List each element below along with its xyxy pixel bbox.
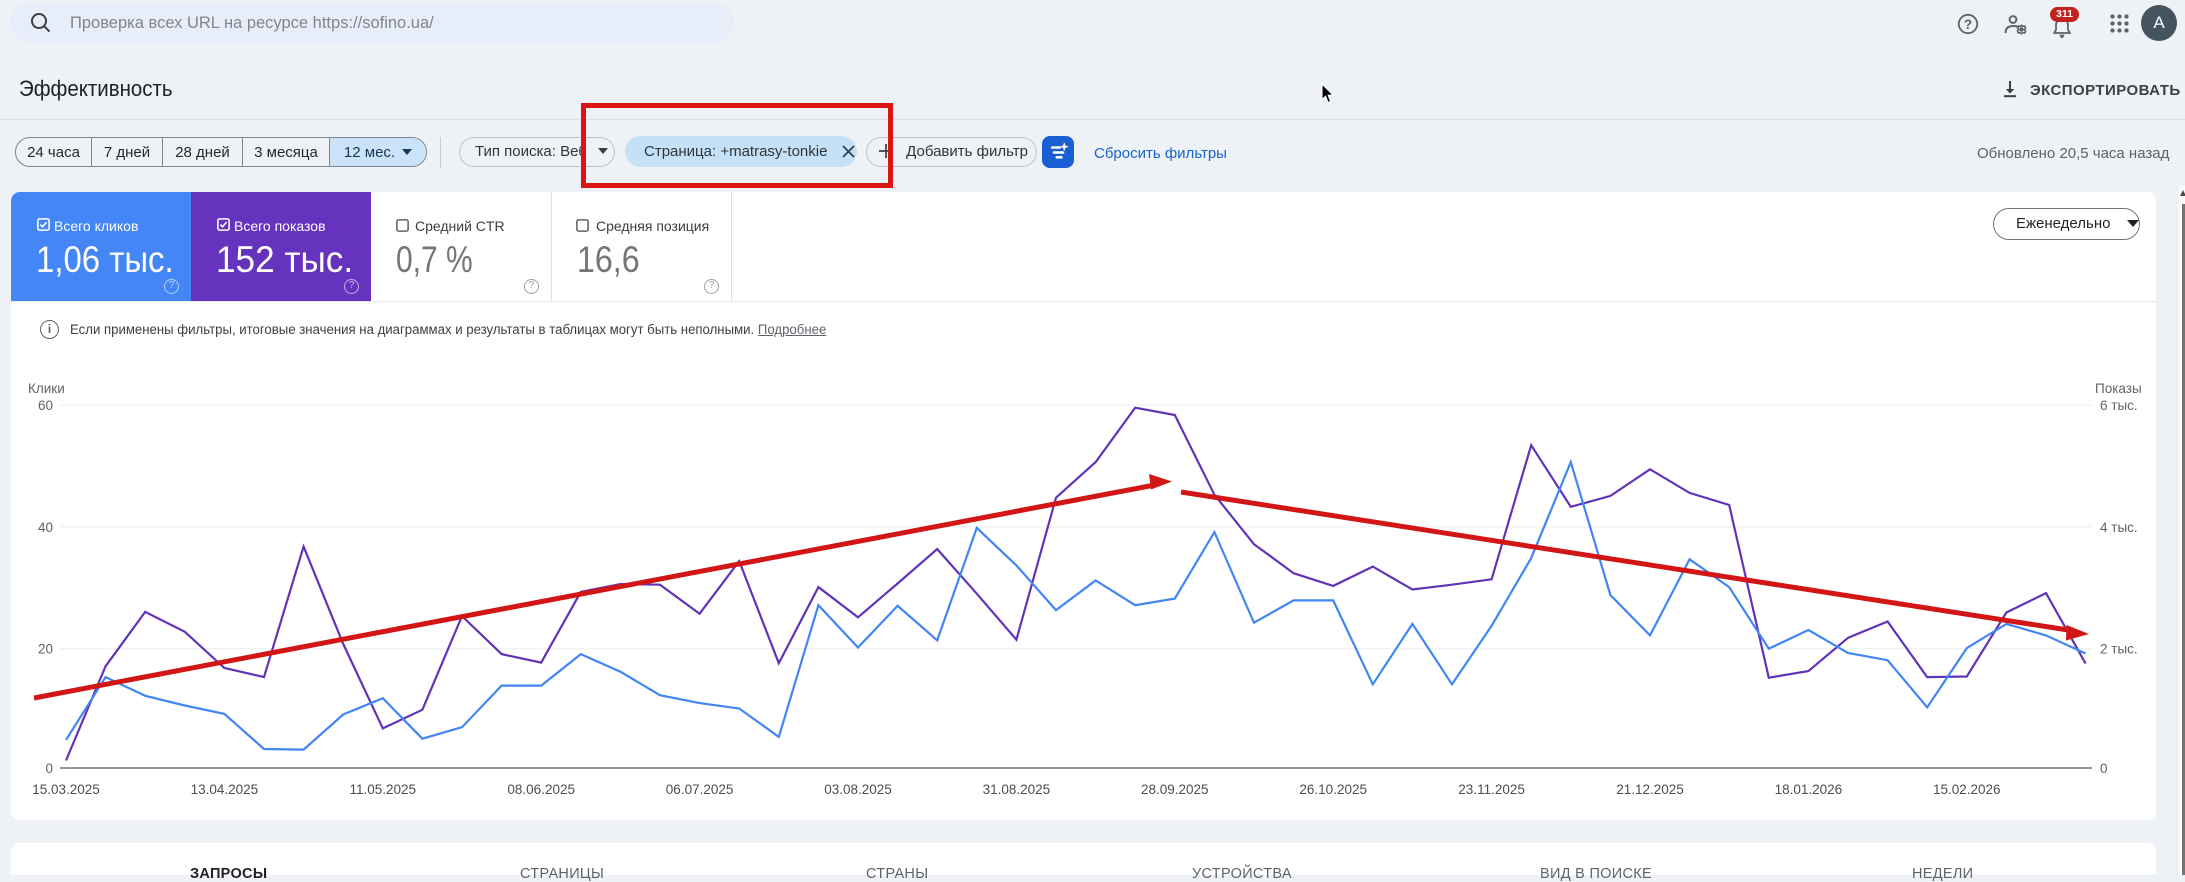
svg-text:11.05.2025: 11.05.2025	[350, 782, 417, 797]
svg-text:26.10.2025: 26.10.2025	[1299, 782, 1367, 797]
svg-text:18.01.2026: 18.01.2026	[1775, 782, 1843, 797]
svg-text:23.11.2025: 23.11.2025	[1458, 782, 1525, 797]
svg-text:Показы: Показы	[2095, 381, 2142, 396]
svg-text:31.08.2025: 31.08.2025	[983, 782, 1051, 797]
svg-text:08.06.2025: 08.06.2025	[507, 782, 575, 797]
svg-text:?: ?	[1964, 17, 1972, 32]
svg-text:0: 0	[45, 761, 53, 776]
svg-text:0: 0	[2100, 761, 2108, 776]
svg-text:28.09.2025: 28.09.2025	[1141, 782, 1209, 797]
svg-text:40: 40	[38, 520, 53, 535]
svg-text:20: 20	[38, 642, 53, 657]
svg-text:4 тыс.: 4 тыс.	[2100, 520, 2138, 535]
svg-text:06.07.2025: 06.07.2025	[666, 782, 734, 797]
svg-text:2 тыс.: 2 тыс.	[2100, 642, 2138, 657]
svg-text:21.12.2025: 21.12.2025	[1616, 782, 1684, 797]
svg-text:6 тыс.: 6 тыс.	[2100, 398, 2138, 413]
svg-text:03.08.2025: 03.08.2025	[824, 782, 892, 797]
svg-text:60: 60	[38, 398, 53, 413]
svg-text:15.03.2025: 15.03.2025	[32, 782, 100, 797]
svg-text:15.02.2026: 15.02.2026	[1933, 782, 2001, 797]
svg-text:13.04.2025: 13.04.2025	[191, 782, 259, 797]
svg-text:Клики: Клики	[28, 381, 65, 396]
